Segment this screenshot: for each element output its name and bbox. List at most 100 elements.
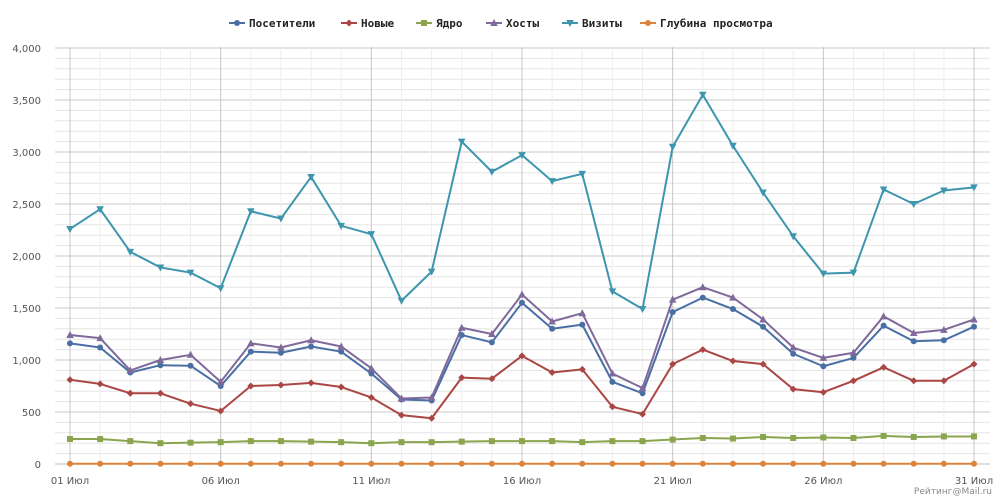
data-point <box>971 433 977 440</box>
series-3 <box>67 432 977 447</box>
legend-item[interactable]: Визиты <box>562 17 622 30</box>
data-point <box>518 152 526 160</box>
data-point <box>277 343 285 351</box>
data-point <box>819 388 827 396</box>
legend-label: Глубина просмотра <box>660 17 773 30</box>
data-point <box>940 325 948 333</box>
grid <box>55 47 990 465</box>
legend-marker <box>345 19 353 27</box>
data-point <box>337 342 345 350</box>
data-point <box>66 331 74 339</box>
data-point <box>669 309 676 316</box>
legend-item[interactable]: Глубина просмотра <box>640 17 773 30</box>
data-point <box>910 377 918 385</box>
data-point <box>488 438 495 445</box>
data-point <box>308 438 315 445</box>
data-point <box>96 380 104 388</box>
data-point <box>608 288 617 296</box>
legend-marker <box>566 20 574 27</box>
y-tick-label: 2,500 <box>12 200 41 211</box>
y-tick-label: 3,500 <box>12 96 41 107</box>
data-point <box>699 91 707 99</box>
data-point <box>880 460 887 467</box>
legend-item[interactable]: Посетители <box>229 17 315 30</box>
data-point <box>156 264 165 272</box>
data-point <box>458 460 465 467</box>
data-point <box>971 323 977 330</box>
data-point <box>970 315 978 323</box>
data-point <box>368 460 375 467</box>
data-point <box>579 321 586 328</box>
x-tick-label: 21 Июл <box>654 476 692 487</box>
data-point <box>156 389 164 397</box>
data-point <box>368 440 375 447</box>
data-point <box>940 377 948 385</box>
data-point <box>578 309 587 317</box>
data-point <box>669 360 677 368</box>
data-point <box>367 393 375 401</box>
data-point <box>187 460 194 467</box>
data-point <box>790 460 797 467</box>
data-point <box>880 363 888 371</box>
data-point <box>397 297 406 305</box>
legend: Посетители Новые Ядро Хосты Визиты Глубина пр… <box>229 17 773 30</box>
data-point <box>428 439 435 446</box>
data-point <box>548 368 556 376</box>
data-point <box>759 360 767 368</box>
data-point <box>216 285 225 293</box>
data-point <box>307 336 315 344</box>
data-point <box>307 173 315 181</box>
series-layer <box>66 91 978 467</box>
data-point <box>187 362 194 369</box>
data-point <box>367 231 376 239</box>
series-6 <box>67 460 977 467</box>
y-tick-label: 0 <box>35 460 41 471</box>
legend-item[interactable]: Хосты <box>486 17 539 30</box>
data-point <box>67 460 73 467</box>
data-point <box>127 460 134 467</box>
data-point <box>308 343 315 350</box>
data-point <box>759 315 767 323</box>
data-point <box>337 222 345 230</box>
data-point <box>578 365 586 373</box>
data-point <box>639 460 646 467</box>
data-point <box>156 356 165 363</box>
data-point <box>729 460 736 467</box>
legend-marker <box>645 20 651 26</box>
data-point <box>608 369 617 377</box>
data-point <box>909 201 918 208</box>
data-point <box>338 460 345 467</box>
data-point <box>820 363 827 370</box>
data-point <box>638 384 647 392</box>
legend-item[interactable]: Новые <box>341 17 394 30</box>
data-point <box>127 438 134 445</box>
data-point <box>729 306 736 313</box>
data-point <box>126 248 135 256</box>
legend-item[interactable]: Ядро <box>416 17 463 30</box>
data-point <box>549 438 556 445</box>
data-point <box>488 375 496 383</box>
data-point <box>338 348 345 355</box>
data-point <box>97 436 104 443</box>
legend-label: Ядро <box>436 17 463 30</box>
data-point <box>970 184 978 192</box>
data-point <box>457 323 466 331</box>
x-tick-label: 11 Июл <box>352 476 390 487</box>
data-point <box>910 460 917 467</box>
data-point <box>247 438 254 445</box>
legend-marker <box>490 19 498 26</box>
series-4 <box>66 283 978 402</box>
data-point <box>699 283 707 291</box>
data-point <box>247 339 255 347</box>
data-point <box>789 385 797 393</box>
x-tick-label: 06 Июл <box>202 476 240 487</box>
data-point <box>186 350 195 358</box>
data-point <box>790 350 797 357</box>
data-point <box>789 343 797 351</box>
legend-label: Посетители <box>249 17 315 30</box>
data-point <box>910 338 917 345</box>
data-point <box>699 460 706 467</box>
data-point <box>96 206 104 214</box>
data-point <box>879 312 888 320</box>
data-point <box>217 407 225 415</box>
